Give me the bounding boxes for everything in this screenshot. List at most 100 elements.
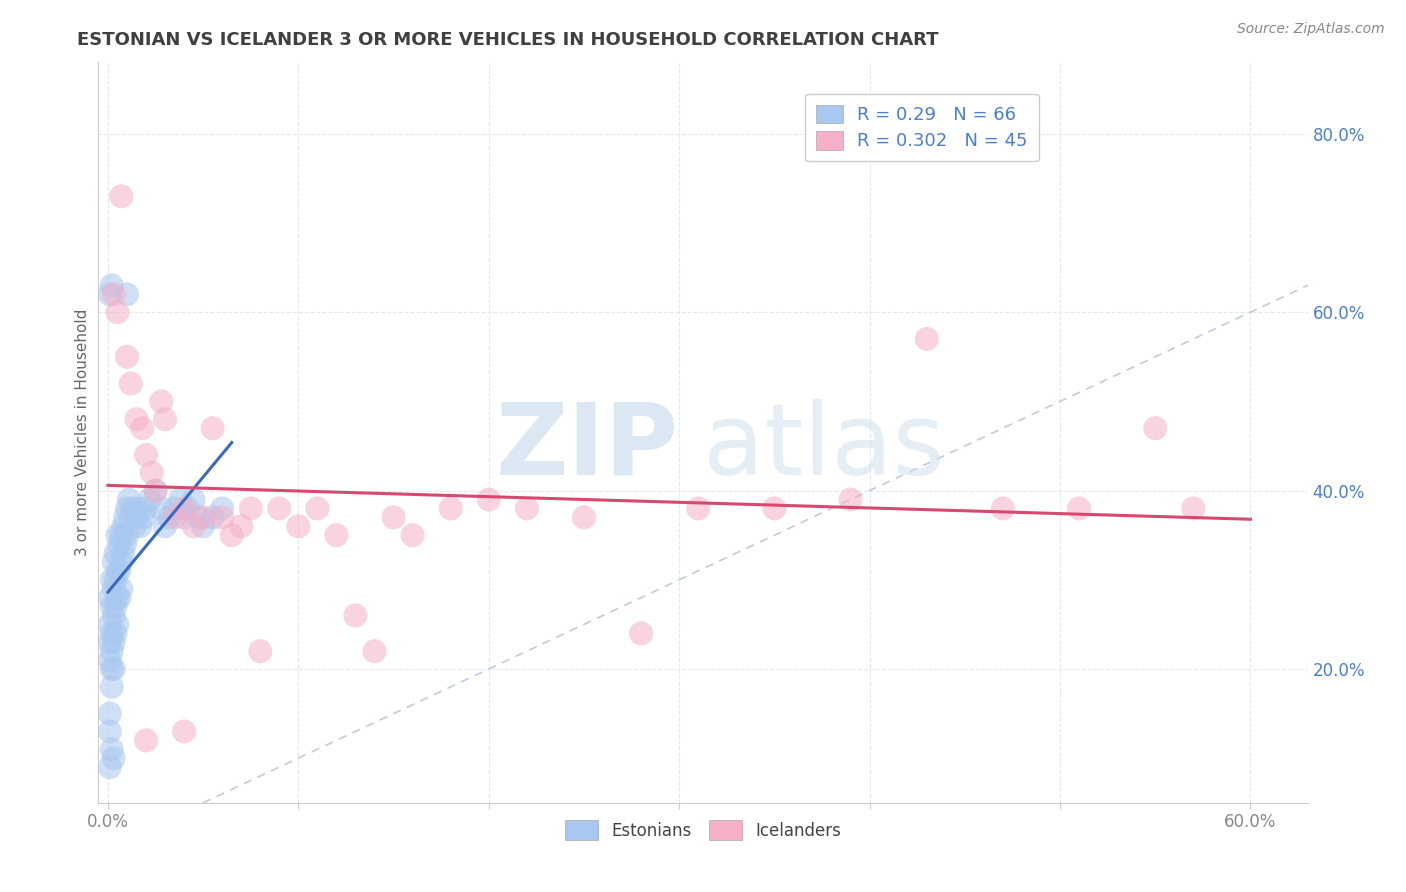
Point <box>108 564 131 578</box>
Y-axis label: 3 or more Vehicles in Household: 3 or more Vehicles in Household <box>75 309 90 557</box>
Point <box>478 492 501 507</box>
Point <box>269 501 291 516</box>
Point <box>221 528 243 542</box>
Point <box>191 510 214 524</box>
Point <box>173 510 195 524</box>
Point <box>110 582 132 596</box>
Point <box>382 510 405 524</box>
Point <box>100 662 122 676</box>
Point <box>103 662 125 676</box>
Point <box>129 519 152 533</box>
Point <box>125 510 148 524</box>
Point <box>401 528 423 542</box>
Point <box>98 760 121 774</box>
Point <box>150 501 173 516</box>
Point <box>100 278 122 293</box>
Point <box>110 555 132 569</box>
Point <box>100 626 122 640</box>
Point <box>120 510 142 524</box>
Point <box>201 510 224 524</box>
Point <box>191 519 214 533</box>
Point <box>169 492 191 507</box>
Point <box>1144 421 1167 435</box>
Point <box>112 546 135 560</box>
Point <box>107 528 129 542</box>
Point <box>630 626 652 640</box>
Point <box>572 510 595 524</box>
Point <box>211 501 233 516</box>
Point <box>135 733 157 747</box>
Point <box>107 591 129 605</box>
Point <box>100 599 122 614</box>
Point <box>104 546 127 560</box>
Point <box>135 448 157 462</box>
Point <box>112 519 135 533</box>
Point <box>104 626 127 640</box>
Point <box>145 483 167 498</box>
Text: ZIP: ZIP <box>496 399 679 496</box>
Legend: Estonians, Icelanders: Estonians, Icelanders <box>558 814 848 847</box>
Point <box>344 608 367 623</box>
Point <box>1067 501 1090 516</box>
Point <box>134 510 156 524</box>
Point <box>991 501 1014 516</box>
Point <box>110 189 132 203</box>
Point <box>1182 501 1205 516</box>
Point <box>124 519 146 533</box>
Point <box>115 501 138 516</box>
Point <box>103 555 125 569</box>
Point <box>108 591 131 605</box>
Point <box>188 510 211 524</box>
Point <box>108 537 131 551</box>
Point <box>173 724 195 739</box>
Point <box>115 528 138 542</box>
Point <box>287 519 309 533</box>
Point <box>114 510 136 524</box>
Point <box>103 608 125 623</box>
Point <box>688 501 710 516</box>
Text: atlas: atlas <box>703 399 945 496</box>
Point <box>249 644 271 658</box>
Point <box>150 394 173 409</box>
Point <box>325 528 347 542</box>
Point <box>183 492 205 507</box>
Point <box>107 617 129 632</box>
Point <box>516 501 538 516</box>
Point <box>139 492 162 507</box>
Point <box>103 635 125 649</box>
Point <box>107 564 129 578</box>
Point <box>115 350 138 364</box>
Point <box>103 751 125 765</box>
Point <box>100 573 122 587</box>
Point <box>118 492 141 507</box>
Point <box>104 573 127 587</box>
Point <box>145 483 167 498</box>
Point <box>839 492 862 507</box>
Point <box>440 501 463 516</box>
Point <box>100 644 122 658</box>
Point <box>307 501 329 516</box>
Point <box>141 466 163 480</box>
Point <box>157 510 180 524</box>
Point <box>100 742 122 756</box>
Point <box>763 501 786 516</box>
Point <box>107 305 129 319</box>
Point <box>125 412 148 426</box>
Point <box>153 519 176 533</box>
Text: Source: ZipAtlas.com: Source: ZipAtlas.com <box>1237 22 1385 37</box>
Point <box>239 501 262 516</box>
Point <box>100 680 122 694</box>
Point <box>211 510 233 524</box>
Point <box>183 519 205 533</box>
Point <box>135 501 157 516</box>
Point <box>103 582 125 596</box>
Point <box>98 706 121 721</box>
Point <box>163 501 186 516</box>
Point <box>98 617 121 632</box>
Point <box>115 287 138 301</box>
Point <box>98 591 121 605</box>
Point <box>98 724 121 739</box>
Text: ESTONIAN VS ICELANDER 3 OR MORE VEHICLES IN HOUSEHOLD CORRELATION CHART: ESTONIAN VS ICELANDER 3 OR MORE VEHICLES… <box>77 31 939 49</box>
Point <box>173 501 195 516</box>
Point <box>915 332 938 346</box>
